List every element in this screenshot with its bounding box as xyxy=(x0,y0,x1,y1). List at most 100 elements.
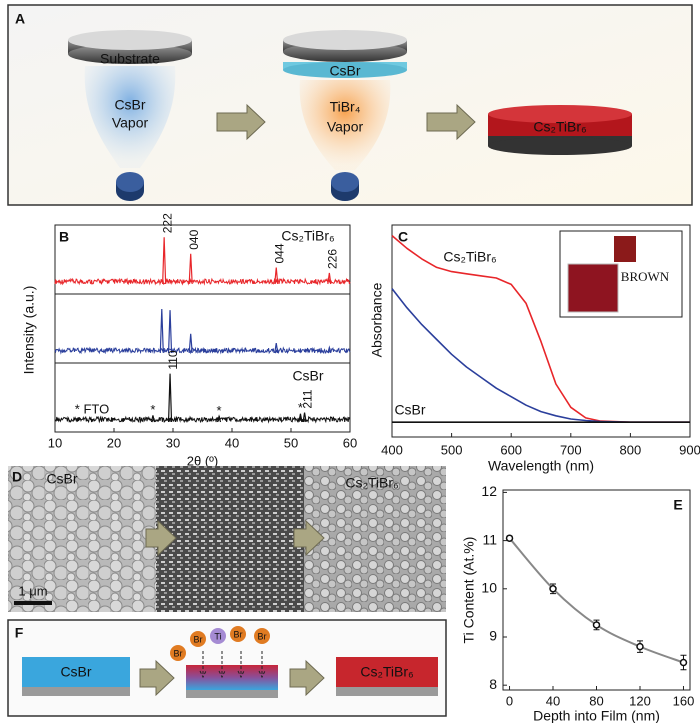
diffusion-arrow xyxy=(199,651,207,679)
data-point xyxy=(505,534,514,542)
vapor xyxy=(299,80,391,170)
ion-label: Br xyxy=(234,629,243,639)
data-point xyxy=(679,658,688,667)
panel-label: B xyxy=(59,229,69,245)
peak xyxy=(327,272,332,285)
sem-image xyxy=(8,466,156,612)
x-tick-label: 50 xyxy=(284,435,298,450)
y-axis-label: Intensity (a.u.) xyxy=(21,286,37,375)
x-axis-label: Wavelength (nm) xyxy=(488,458,594,474)
film-block xyxy=(186,665,278,690)
peak-label: * xyxy=(150,402,155,417)
trace-name: Cs₂TiBr₆ xyxy=(281,228,334,244)
baseline-noise xyxy=(54,346,351,355)
ion-label: Br xyxy=(194,634,203,644)
peak xyxy=(298,413,303,423)
arrow xyxy=(426,103,476,141)
y-axis-label: Absorbance xyxy=(369,282,385,357)
peak xyxy=(216,414,222,423)
ion xyxy=(190,631,206,647)
vapor-label: Vapor xyxy=(327,119,364,135)
inset-text: BROWN xyxy=(621,269,670,284)
ion xyxy=(170,645,186,661)
peak xyxy=(159,308,164,354)
peak-label: 040 xyxy=(187,229,201,249)
image-label: Cs₂TiBr₆ xyxy=(345,475,398,491)
y-tick-label: 11 xyxy=(482,531,497,547)
film-photo xyxy=(567,263,619,313)
vapor-label: CsBr xyxy=(114,97,145,113)
peak xyxy=(188,333,193,354)
x-tick-label: 400 xyxy=(381,442,403,457)
x-axis-label: 2θ (º) xyxy=(187,453,218,468)
layer-label: CsBr xyxy=(329,63,360,79)
note: * FTO xyxy=(75,401,109,416)
x-tick-label: 500 xyxy=(441,442,463,457)
vapor xyxy=(84,66,176,168)
product-bottom xyxy=(488,137,632,155)
y-tick-label: 10 xyxy=(481,579,497,595)
peak-label: 044 xyxy=(272,243,286,263)
x-tick-label: 900 xyxy=(679,442,700,457)
x-tick-label: 60 xyxy=(343,435,357,450)
scale-label: 1 μm xyxy=(18,583,47,598)
peak xyxy=(188,253,193,285)
arrow xyxy=(293,519,325,557)
diffusion-arrow xyxy=(218,651,226,679)
x-tick-label: 80 xyxy=(589,693,603,708)
y-axis-label: Ti Content (At.%) xyxy=(461,537,477,644)
peak xyxy=(167,373,173,423)
sem-image xyxy=(304,466,446,612)
data-point xyxy=(592,621,601,629)
disc-top xyxy=(68,30,192,50)
peak-label: 222 xyxy=(160,213,174,233)
image-label: CsBr xyxy=(46,471,77,487)
diffusion-arrow xyxy=(237,651,245,679)
panel-label: D xyxy=(12,469,22,485)
ion-label: Br xyxy=(174,648,183,658)
vapor-label: Vapor xyxy=(112,115,149,131)
vapor-label: TiBr₄ xyxy=(330,99,361,115)
substrate-block xyxy=(22,687,130,696)
substrate-block xyxy=(336,687,438,696)
disc-top xyxy=(331,172,359,192)
product-label: Cs₂TiBr₆ xyxy=(533,119,586,135)
x-tick-label: 10 xyxy=(48,435,62,450)
peak xyxy=(150,415,156,423)
film-label: CsBr xyxy=(60,664,91,680)
plot-frame xyxy=(391,224,691,438)
peak xyxy=(162,237,167,285)
panel-label: C xyxy=(398,229,408,245)
x-tick-label: 700 xyxy=(560,442,582,457)
x-axis-label: Depth into Film (nm) xyxy=(533,708,660,723)
trace-name: CsBr xyxy=(292,368,323,384)
x-tick-label: 40 xyxy=(225,435,239,450)
peak xyxy=(302,412,307,423)
peak-label: * xyxy=(298,400,303,415)
ion xyxy=(254,628,270,644)
panels: A Substrate CsBr Vapor CsBr TiBr₄ Vapor Cs₂TiBr… xyxy=(7,4,700,723)
arrow xyxy=(289,659,325,697)
x-tick-label: 600 xyxy=(500,442,522,457)
film-block xyxy=(22,657,130,687)
arrow xyxy=(139,659,175,697)
x-tick-label: 0 xyxy=(506,693,513,708)
fit-curve xyxy=(508,537,684,664)
film-block xyxy=(336,657,438,687)
y-tick-label: 12 xyxy=(481,483,497,499)
series-name: CsBr xyxy=(394,402,425,418)
scale-bar xyxy=(14,601,52,605)
logo-shield xyxy=(614,236,636,262)
disc-bottom xyxy=(68,44,192,64)
x-tick-label: 800 xyxy=(620,442,642,457)
baseline-noise xyxy=(54,277,351,286)
diffusion-arrow xyxy=(258,651,266,679)
ion-label: Ti xyxy=(214,631,221,641)
disc-top xyxy=(116,172,144,192)
arrow xyxy=(216,103,266,141)
csbr-layer xyxy=(283,62,407,78)
ion xyxy=(230,626,246,642)
sem-image xyxy=(156,466,304,612)
plot-frame xyxy=(54,224,351,433)
